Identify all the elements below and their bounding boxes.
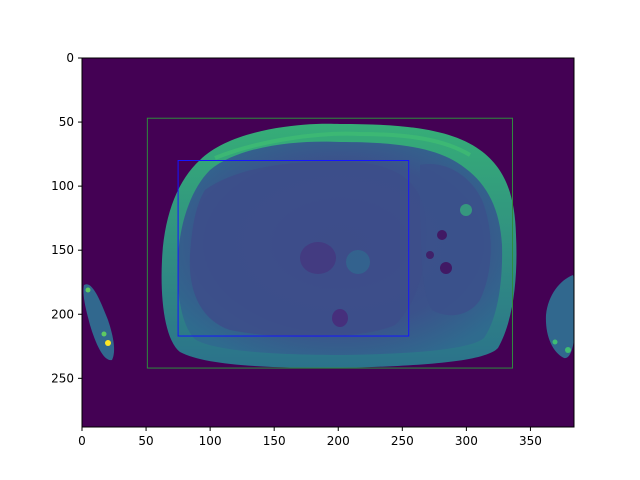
x-tick-label: 0 xyxy=(78,434,86,448)
vertebra xyxy=(300,242,336,274)
bowel-gas xyxy=(426,251,434,259)
y-tick-label: 50 xyxy=(59,115,74,129)
x-tick-label: 200 xyxy=(327,434,350,448)
mri-image xyxy=(82,58,574,427)
right-arm xyxy=(545,275,574,359)
bowel-gas xyxy=(440,262,452,274)
outer-bounding-box xyxy=(146,117,513,369)
x-tick-label: 100 xyxy=(199,434,222,448)
arm-bright-spot xyxy=(105,340,111,346)
arm-bright-spot xyxy=(552,339,558,345)
x-tick-label: 350 xyxy=(519,434,542,448)
spinal-structure xyxy=(332,309,348,327)
y-tick-label: 100 xyxy=(51,179,74,193)
inner-bounding-box xyxy=(177,160,410,337)
bowel-gas xyxy=(437,230,447,240)
stomach-region xyxy=(420,164,491,316)
y-tick-label: 150 xyxy=(51,243,74,257)
bowel-bright xyxy=(460,204,472,216)
aorta xyxy=(346,250,370,274)
y-tick-label: 200 xyxy=(51,307,74,321)
x-tick-label: 50 xyxy=(138,434,153,448)
y-tick-label: 250 xyxy=(51,371,74,385)
arm-bright-spot xyxy=(565,347,571,353)
x-axis: 0 50 100 150 200 250 300 350 xyxy=(78,427,542,448)
axes-frame xyxy=(81,57,575,428)
arm-bright-spot xyxy=(101,331,107,337)
anterior-wall xyxy=(214,131,472,160)
y-axis: 0 50 100 150 200 250 xyxy=(51,51,82,385)
y-tick-label: 0 xyxy=(66,51,74,65)
x-tick-label: 250 xyxy=(391,434,414,448)
x-tick-label: 300 xyxy=(455,434,478,448)
arm-bright-spot xyxy=(85,287,91,293)
x-tick-label: 150 xyxy=(263,434,286,448)
